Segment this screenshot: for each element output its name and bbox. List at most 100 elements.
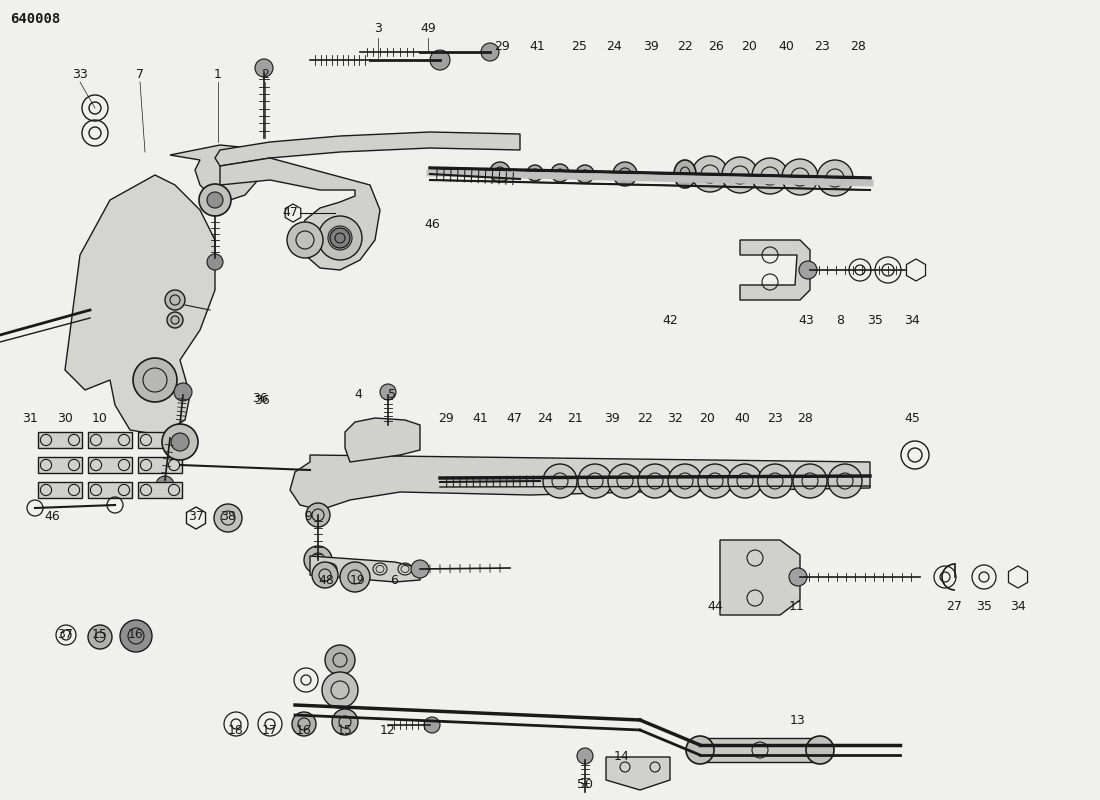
Text: 46: 46 <box>425 218 440 230</box>
Text: 35: 35 <box>867 314 883 326</box>
Text: 27: 27 <box>946 599 961 613</box>
Text: 46: 46 <box>44 510 59 522</box>
Circle shape <box>287 222 323 258</box>
Polygon shape <box>606 757 670 790</box>
Circle shape <box>551 164 569 182</box>
Text: 640008: 640008 <box>10 12 60 26</box>
Circle shape <box>374 426 379 431</box>
Text: 40: 40 <box>734 411 750 425</box>
Text: 21: 21 <box>568 411 583 425</box>
Circle shape <box>292 712 316 736</box>
Text: 41: 41 <box>529 39 544 53</box>
Text: 14: 14 <box>614 750 630 762</box>
Circle shape <box>386 426 392 431</box>
Circle shape <box>133 358 177 402</box>
Circle shape <box>207 192 223 208</box>
Circle shape <box>527 165 543 181</box>
Text: 13: 13 <box>790 714 806 726</box>
Circle shape <box>543 464 578 498</box>
Circle shape <box>332 709 358 735</box>
Polygon shape <box>170 145 260 200</box>
Text: 36: 36 <box>252 391 268 405</box>
Text: 47: 47 <box>506 411 521 425</box>
Text: 15: 15 <box>92 629 108 642</box>
Circle shape <box>363 444 367 449</box>
Circle shape <box>304 546 332 574</box>
Text: 30: 30 <box>57 411 73 425</box>
Circle shape <box>374 462 379 467</box>
Text: 11: 11 <box>789 599 805 613</box>
Circle shape <box>340 562 370 592</box>
Ellipse shape <box>806 736 834 764</box>
Circle shape <box>174 383 192 401</box>
Text: 47: 47 <box>282 206 298 219</box>
Text: 23: 23 <box>814 39 829 53</box>
Text: 23: 23 <box>767 411 783 425</box>
Bar <box>88 457 132 473</box>
Text: 29: 29 <box>494 39 510 53</box>
Circle shape <box>386 453 392 458</box>
Circle shape <box>752 158 788 194</box>
Text: 37: 37 <box>188 510 204 522</box>
Text: 33: 33 <box>73 69 88 82</box>
Text: 36: 36 <box>254 394 270 406</box>
Bar <box>355 434 402 441</box>
Circle shape <box>170 433 189 451</box>
Text: 37: 37 <box>57 629 73 642</box>
Circle shape <box>793 464 827 498</box>
Circle shape <box>828 464 862 498</box>
Bar <box>138 432 182 448</box>
Text: 28: 28 <box>798 411 813 425</box>
Circle shape <box>424 717 440 733</box>
Text: 39: 39 <box>644 39 659 53</box>
Text: 32: 32 <box>667 411 683 425</box>
Circle shape <box>214 504 242 532</box>
Text: 28: 28 <box>850 39 866 53</box>
Circle shape <box>578 464 612 498</box>
Text: 39: 39 <box>604 411 620 425</box>
Circle shape <box>481 43 499 61</box>
Text: 38: 38 <box>220 510 235 522</box>
Ellipse shape <box>674 160 696 188</box>
Circle shape <box>88 625 112 649</box>
Text: 16: 16 <box>296 723 312 737</box>
Bar <box>355 443 402 450</box>
Circle shape <box>782 159 818 195</box>
Circle shape <box>758 464 792 498</box>
Text: 34: 34 <box>904 314 920 326</box>
Circle shape <box>728 464 762 498</box>
Circle shape <box>722 157 758 193</box>
Text: 41: 41 <box>472 411 488 425</box>
Text: 31: 31 <box>22 411 37 425</box>
Circle shape <box>576 165 594 183</box>
Text: 45: 45 <box>904 411 920 425</box>
Circle shape <box>789 568 807 586</box>
Bar <box>39 457 82 473</box>
Polygon shape <box>740 240 810 300</box>
Text: 42: 42 <box>662 314 678 326</box>
Circle shape <box>386 462 392 467</box>
Bar <box>88 432 132 448</box>
Circle shape <box>374 444 379 449</box>
Circle shape <box>363 435 367 440</box>
Text: 24: 24 <box>606 39 621 53</box>
Text: 22: 22 <box>678 39 693 53</box>
Circle shape <box>386 444 392 449</box>
Circle shape <box>411 560 429 578</box>
Circle shape <box>120 620 152 652</box>
Text: 7: 7 <box>136 69 144 82</box>
Bar <box>355 461 402 468</box>
Circle shape <box>324 645 355 675</box>
Text: 3: 3 <box>374 22 382 34</box>
Text: 2: 2 <box>261 69 268 82</box>
Text: 20: 20 <box>700 411 715 425</box>
Circle shape <box>698 464 732 498</box>
Circle shape <box>199 184 231 216</box>
Text: 34: 34 <box>1010 599 1026 613</box>
Circle shape <box>363 462 367 467</box>
Text: 18: 18 <box>228 723 244 737</box>
Circle shape <box>668 464 702 498</box>
Circle shape <box>613 162 637 186</box>
Text: 26: 26 <box>708 39 724 53</box>
Circle shape <box>817 160 852 196</box>
